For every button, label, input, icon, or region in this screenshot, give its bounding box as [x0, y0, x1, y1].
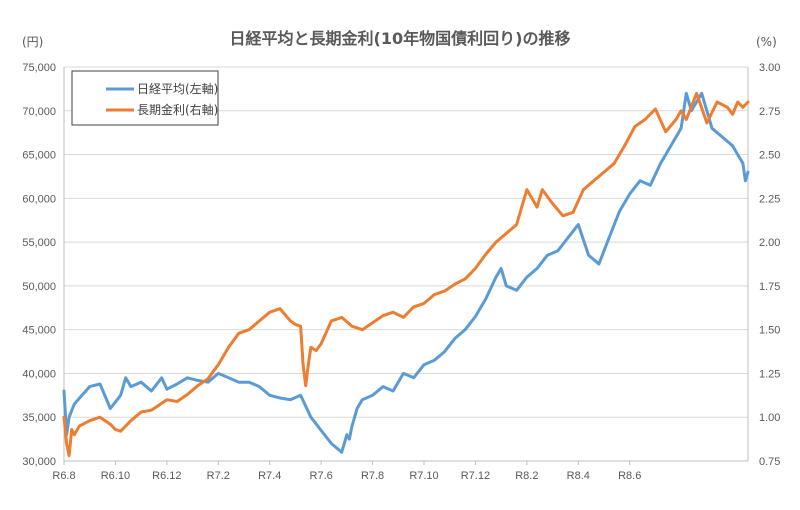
y-right-tick-label: 3.00	[759, 62, 780, 74]
x-tick-label: R7.10	[409, 470, 438, 482]
y-left-tick-label: 55,000	[22, 237, 56, 249]
y-right-tick-label: 1.50	[759, 325, 780, 337]
x-tick-label: R6.12	[152, 470, 181, 482]
left-axis-unit: (円)	[22, 35, 43, 49]
x-tick-label: R7.8	[361, 470, 384, 482]
x-tick-label: R6.10	[101, 470, 130, 482]
series-lines	[62, 91, 750, 458]
chart-title: 日経平均と長期金利(10年物国債利回り)の推移	[230, 29, 571, 48]
legend-box	[71, 70, 219, 126]
y-right-tick-label: 1.25	[759, 368, 780, 380]
y-right-tick-label: 2.75	[759, 106, 780, 118]
y-left-tick-label: 45,000	[22, 325, 56, 337]
y-left-tick-label: 75,000	[22, 62, 56, 74]
y-left-tick-label: 50,000	[22, 281, 56, 293]
x-tick-label: R6.8	[52, 470, 75, 482]
y-left-tick-label: 60,000	[22, 193, 56, 205]
y-left-tick-label: 65,000	[22, 150, 56, 162]
y-right-tick-label: 0.75	[759, 456, 780, 468]
y-left-tick-label: 30,000	[22, 456, 56, 468]
y-right-tick-label: 2.50	[759, 150, 780, 162]
y-left-tick-label: 35,000	[22, 412, 56, 424]
x-tick-label: R7.6	[310, 470, 333, 482]
x-tick-label: R7.4	[258, 470, 281, 482]
legend-label-yield: 長期金利(右軸)	[137, 102, 218, 117]
x-tick-label: R8.2	[515, 470, 538, 482]
gridlines	[64, 66, 748, 462]
right-axis-unit: (%)	[756, 35, 777, 49]
legend: 日経平均(左軸) 長期金利(右軸)	[71, 70, 219, 126]
y-right-tick-label: 2.00	[759, 237, 780, 249]
y-right-tick-label: 1.00	[759, 412, 780, 424]
series-line-nikkei	[62, 91, 750, 454]
x-tick-label: R8.4	[567, 470, 590, 482]
axes: 30,000 35,000 40,000 45,000 50,000 55,000 60,0…	[22, 62, 780, 482]
x-tick-label: R7.12	[461, 470, 490, 482]
series-line-yield	[62, 91, 750, 458]
x-tick-label: R7.2	[207, 470, 230, 482]
y-right-tick-label: 1.75	[759, 281, 780, 293]
y-left-tick-label: 70,000	[22, 106, 56, 118]
x-tick-label: R8.6	[618, 470, 641, 482]
y-right-tick-label: 2.25	[759, 193, 780, 205]
legend-label-nikkei: 日経平均(左軸)	[137, 81, 218, 96]
y-left-tick-label: 40,000	[22, 368, 56, 380]
